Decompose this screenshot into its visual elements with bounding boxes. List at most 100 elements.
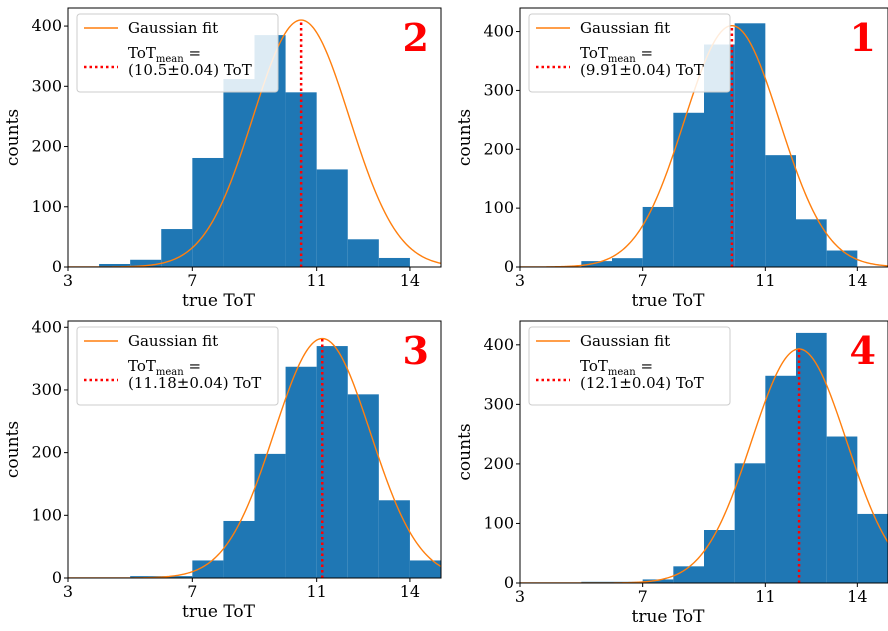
y-tick-label: 400 xyxy=(31,16,62,35)
y-axis-label: counts xyxy=(455,109,475,166)
y-tick-label: 100 xyxy=(31,197,62,216)
legend-box xyxy=(528,13,731,93)
histogram-bar xyxy=(642,579,674,583)
histogram-bar xyxy=(642,206,674,267)
histogram-bar xyxy=(223,79,255,267)
x-tick-label: 3 xyxy=(63,582,73,601)
y-tick-label: 200 xyxy=(31,443,62,462)
x-tick-label: 3 xyxy=(515,587,525,606)
histogram-bar xyxy=(765,155,796,267)
y-tick-label: 200 xyxy=(31,137,62,156)
x-axis-label: true ToT xyxy=(632,607,706,627)
histogram-bar xyxy=(734,23,766,267)
y-tick-label: 300 xyxy=(31,380,62,399)
histogram-bar xyxy=(223,520,255,578)
legend: Gaussian fit ToTmean =(10.5±0.04) ToT xyxy=(76,13,279,93)
histogram-bar xyxy=(796,332,827,583)
x-axis-label: true ToT xyxy=(182,602,256,622)
legend-mean-label-line2: (12.1±0.04) ToT xyxy=(580,374,704,392)
x-tick-label: 14 xyxy=(400,271,420,290)
histogram-bar xyxy=(612,258,643,267)
x-tick-label: 11 xyxy=(755,587,775,606)
histogram-bar xyxy=(285,92,317,267)
histogram-bar xyxy=(192,560,224,578)
legend-mean-label-line2: (10.5±0.04) ToT xyxy=(128,61,252,79)
x-tick-label: 7 xyxy=(638,271,648,290)
x-tick-label: 14 xyxy=(400,582,420,601)
y-tick-label: 100 xyxy=(483,198,514,217)
histogram-bar xyxy=(161,576,193,578)
x-tick-label: 7 xyxy=(187,271,197,290)
y-tick-label: 0 xyxy=(504,257,514,276)
y-tick-label: 0 xyxy=(504,573,514,592)
legend-mean-label-line1: ToTmean = xyxy=(580,44,653,65)
legend-mean-label-line2: (9.91±0.04) ToT xyxy=(580,61,704,79)
x-tick-label: 14 xyxy=(847,587,867,606)
x-tick-label: 14 xyxy=(847,271,867,290)
histogram-bar xyxy=(347,394,379,578)
legend-fit-label: Gaussian fit xyxy=(580,332,670,350)
legend: Gaussian fit ToTmean =(11.18±0.04) ToT xyxy=(76,326,279,406)
y-tick-label: 100 xyxy=(31,505,62,524)
histogram-bar xyxy=(316,169,348,267)
histogram-bar xyxy=(826,436,858,583)
y-axis-label: counts xyxy=(3,421,23,478)
y-tick-label: 400 xyxy=(31,317,62,336)
x-tick-label: 7 xyxy=(187,582,197,601)
legend-box xyxy=(528,326,731,406)
histogram-bar xyxy=(765,375,796,583)
histogram-bar xyxy=(581,261,612,267)
axes-frame xyxy=(67,320,442,579)
histogram-bar xyxy=(254,453,286,578)
x-tick-label: 11 xyxy=(306,271,326,290)
x-axis-label: true ToT xyxy=(632,291,706,311)
histogram-panel-1: 0 100 200 300 400 3 7 11 14 true ToT counts Gaussia… xyxy=(3,7,442,311)
x-tick-label: 11 xyxy=(306,582,326,601)
y-tick-label: 400 xyxy=(483,335,514,354)
legend-fit-label: Gaussian fit xyxy=(580,19,670,37)
y-axis-label: counts xyxy=(3,109,23,166)
y-tick-label: 100 xyxy=(483,513,514,532)
histogram-bar xyxy=(99,263,131,267)
histogram-bar xyxy=(285,366,317,578)
histogram-bar xyxy=(347,239,379,267)
y-tick-label: 200 xyxy=(483,454,514,473)
histogram-bar xyxy=(130,259,162,267)
histogram-panel-3: 0 100 200 300 400 3 7 11 14 true ToT counts Gaussia… xyxy=(3,317,442,622)
x-axis-label: true ToT xyxy=(182,291,256,311)
y-tick-label: 0 xyxy=(52,257,62,276)
panel-number: 2 xyxy=(403,15,429,60)
y-tick-label: 300 xyxy=(483,80,514,99)
legend-mean-label-line1: ToTmean = xyxy=(128,357,201,378)
histogram-bar xyxy=(673,566,704,583)
histogram-bar xyxy=(673,112,704,267)
legend-mean-label-line1: ToTmean = xyxy=(580,357,653,378)
legend: Gaussian fit ToTmean =(12.1±0.04) ToT xyxy=(528,326,731,406)
axes-frame xyxy=(519,320,888,584)
y-tick-label: 200 xyxy=(483,139,514,158)
histogram-bar xyxy=(378,257,410,267)
histogram-panel-4: 0 100 200 300 400 3 7 11 14 true ToT counts Gaussia… xyxy=(455,320,888,627)
legend-mean-label-line1: ToTmean = xyxy=(128,44,201,65)
legend-fit-label: Gaussian fit xyxy=(128,19,218,37)
panel-number: 1 xyxy=(850,15,876,60)
histogram-bar xyxy=(378,500,410,578)
legend: Gaussian fit ToTmean =(9.91±0.04) ToT xyxy=(528,13,731,93)
y-tick-label: 300 xyxy=(31,76,62,95)
histogram-bar xyxy=(704,530,735,583)
y-tick-label: 0 xyxy=(52,568,62,587)
y-axis-label: counts xyxy=(455,423,475,480)
x-tick-label: 3 xyxy=(515,271,525,290)
x-tick-label: 7 xyxy=(638,587,648,606)
legend-mean-label-line2: (11.18±0.04) ToT xyxy=(128,374,261,392)
histogram-panel-2: 0 100 200 300 400 3 7 11 14 true ToT counts Gaussia… xyxy=(455,7,888,311)
legend-box xyxy=(76,326,279,406)
histogram-bar xyxy=(857,513,888,583)
y-tick-label: 400 xyxy=(483,22,514,41)
legend-box xyxy=(76,13,279,93)
x-tick-label: 3 xyxy=(63,271,73,290)
histogram-bar xyxy=(409,560,441,578)
histogram-bar xyxy=(192,157,224,267)
histogram-bar xyxy=(826,250,858,267)
